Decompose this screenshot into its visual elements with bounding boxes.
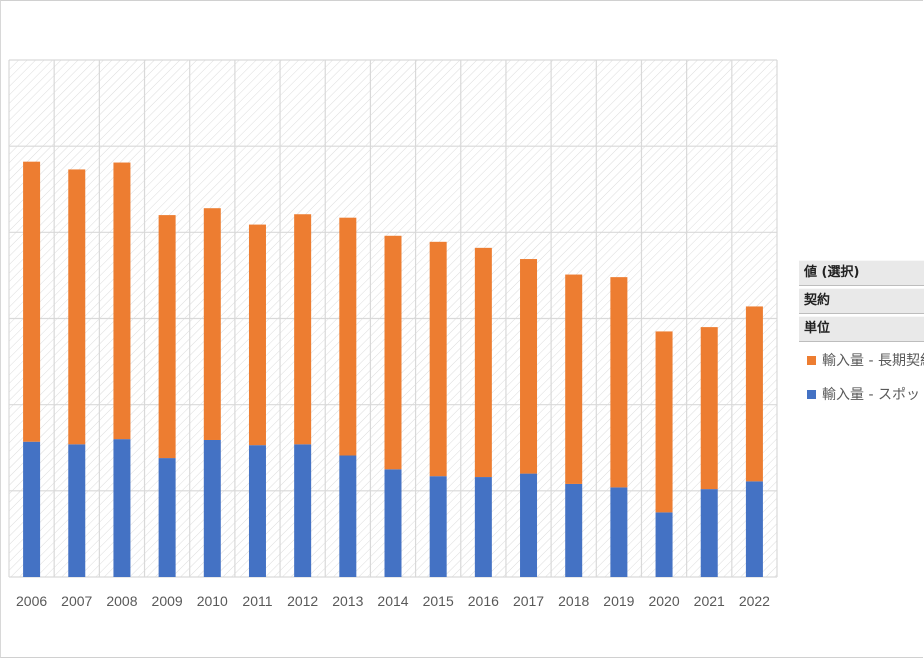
legend-label-long-term: 輸入量 - 長期契約 xyxy=(822,353,924,369)
bar-long-term-2010[interactable] xyxy=(203,208,221,440)
x-tick-label-2017: 2017 xyxy=(513,593,544,609)
legend-swatch-spot xyxy=(807,389,816,399)
bar-spot-2014[interactable] xyxy=(384,469,402,577)
field-button-values[interactable]: 値 (選択) xyxy=(799,260,924,286)
bar-spot-2022[interactable] xyxy=(745,481,763,577)
field-button-unit[interactable]: 単位 xyxy=(799,316,924,342)
bar-spot-2011[interactable] xyxy=(248,445,266,577)
x-tick-label-2018: 2018 xyxy=(558,593,589,609)
x-tick-label-2016: 2016 xyxy=(468,593,499,609)
x-tick-label-2020: 2020 xyxy=(648,593,679,609)
x-tick-label-2009: 2009 xyxy=(152,593,183,609)
x-tick-label-2019: 2019 xyxy=(603,593,634,609)
bar-spot-2020[interactable] xyxy=(655,512,673,577)
legend-item-spot[interactable]: 輸入量 - スポット xyxy=(799,378,924,410)
bar-long-term-2018[interactable] xyxy=(565,274,583,484)
bar-spot-2007[interactable] xyxy=(68,444,86,577)
gridlines xyxy=(8,59,778,578)
bar-spot-2021[interactable] xyxy=(700,489,718,577)
bar-spot-2018[interactable] xyxy=(565,483,583,577)
pivot-legend-panel: 値 (選択) 契約 単位 輸入量 - 長期契約 輸入量 - スポット xyxy=(799,260,924,410)
bar-long-term-2014[interactable] xyxy=(384,235,402,470)
bar-long-term-2016[interactable] xyxy=(474,247,492,478)
bar-spot-2016[interactable] xyxy=(474,477,492,577)
x-tick-label-2022: 2022 xyxy=(739,593,770,609)
field-button-contract[interactable]: 契約 xyxy=(799,288,924,314)
bar-long-term-2019[interactable] xyxy=(610,277,628,488)
bar-long-term-2008[interactable] xyxy=(113,162,131,440)
x-tick-label-2011: 2011 xyxy=(242,593,272,609)
bar-spot-2013[interactable] xyxy=(339,455,357,577)
bar-spot-2019[interactable] xyxy=(610,487,628,577)
legend-item-long-term[interactable]: 輸入量 - 長期契約 xyxy=(799,344,924,376)
legend-label-spot: 輸入量 - スポット xyxy=(822,387,924,403)
bar-spot-2006[interactable] xyxy=(23,441,41,577)
bars xyxy=(23,161,763,577)
x-tick-label-2006: 2006 xyxy=(16,593,47,609)
x-tick-label-2008: 2008 xyxy=(106,593,137,609)
bar-spot-2017[interactable] xyxy=(520,473,538,577)
x-tick-label-2013: 2013 xyxy=(332,593,363,609)
bar-spot-2009[interactable] xyxy=(158,458,176,577)
bar-long-term-2015[interactable] xyxy=(429,241,447,477)
x-tick-label-2012: 2012 xyxy=(287,593,318,609)
bar-long-term-2013[interactable] xyxy=(339,217,357,456)
x-tick-label-2014: 2014 xyxy=(377,593,408,609)
x-tick-label-2010: 2010 xyxy=(197,593,228,609)
bar-long-term-2020[interactable] xyxy=(655,331,673,513)
bar-long-term-2006[interactable] xyxy=(23,161,41,442)
bar-long-term-2012[interactable] xyxy=(294,214,312,445)
bar-long-term-2009[interactable] xyxy=(158,215,176,459)
bar-spot-2008[interactable] xyxy=(113,439,131,577)
bar-long-term-2017[interactable] xyxy=(520,259,538,474)
x-tick-label-2021: 2021 xyxy=(694,593,725,609)
x-tick-label-2015: 2015 xyxy=(423,593,454,609)
x-axis-ticks: 2006 2007 2008 2009 2010 2011 2012 2013 2014 2015… xyxy=(16,593,770,609)
bar-long-term-2007[interactable] xyxy=(68,169,86,445)
bar-long-term-2021[interactable] xyxy=(700,327,718,490)
bar-long-term-2022[interactable] xyxy=(745,306,763,482)
bar-spot-2012[interactable] xyxy=(294,444,312,577)
x-tick-label-2007: 2007 xyxy=(61,593,92,609)
legend-swatch-long-term xyxy=(807,355,816,365)
bar-spot-2010[interactable] xyxy=(203,439,221,577)
bar-spot-2015[interactable] xyxy=(429,476,447,577)
bar-long-term-2011[interactable] xyxy=(248,224,266,446)
